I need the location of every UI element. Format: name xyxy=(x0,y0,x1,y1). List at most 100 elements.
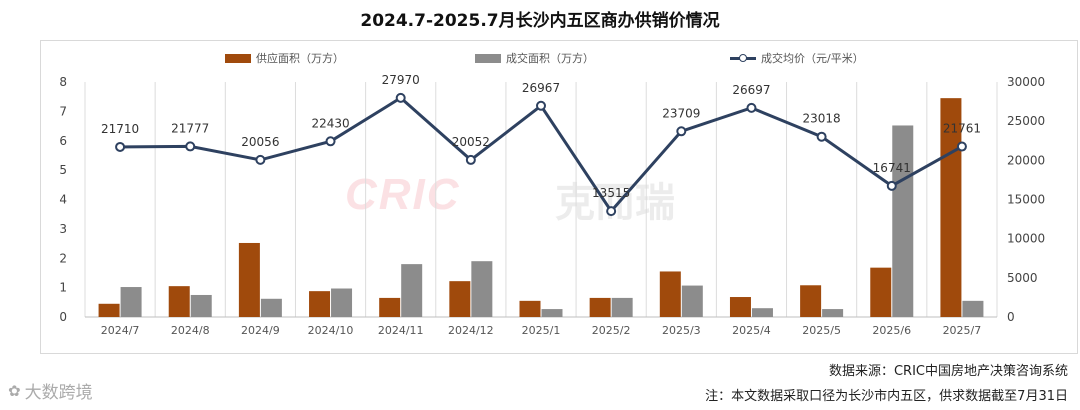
price-point xyxy=(115,141,126,152)
y-left-tick-label: 4 xyxy=(59,193,67,207)
y-left-tick-label: 3 xyxy=(59,222,67,236)
price-point xyxy=(606,206,617,217)
bar-supply xyxy=(589,297,611,317)
bar-deal xyxy=(190,294,212,317)
x-tick-label: 2024/8 xyxy=(171,324,210,337)
price-data-label: 21777 xyxy=(171,121,209,135)
x-tick-label: 2025/3 xyxy=(662,324,701,337)
price-point xyxy=(746,102,757,113)
y-left-tick-label: 5 xyxy=(59,163,67,177)
bar-supply xyxy=(729,297,751,317)
legend: 供应面积（万方） 成交面积（万方） 成交均价（元/平米） xyxy=(0,50,1080,68)
legend-swatch-deal xyxy=(475,53,501,63)
price-data-label: 23018 xyxy=(803,112,841,126)
x-tick-label: 2024/7 xyxy=(101,324,140,337)
price-point xyxy=(816,131,827,142)
price-data-label: 21710 xyxy=(101,122,139,136)
price-point xyxy=(676,126,687,137)
tick-labels: 0 1 2 3 4 5 6 7 8 0 5000 10000 15000 20000 25000 30000 2… xyxy=(59,73,1045,337)
bar-deal xyxy=(962,300,984,317)
y-right-tick-label: 30000 xyxy=(1007,75,1045,89)
y-left-tick-label: 1 xyxy=(59,281,67,295)
price-point xyxy=(255,154,266,165)
x-tick-label: 2025/7 xyxy=(943,324,982,337)
legend-swatch-supply xyxy=(225,53,251,63)
y-right-tick-label: 20000 xyxy=(1007,153,1045,167)
chart-title: 2024.7-2025.7月长沙内五区商办供销价情况 xyxy=(360,11,720,31)
brand-logo: ✿ 大数跨境 xyxy=(8,378,93,404)
price-point xyxy=(185,141,196,152)
y-right-tick-label: 25000 xyxy=(1007,114,1045,128)
bar-supply xyxy=(238,242,260,317)
brand-text: 大数跨境 xyxy=(24,383,93,403)
x-tick-label: 2025/2 xyxy=(592,324,631,337)
x-tick-label: 2024/12 xyxy=(448,324,494,337)
bar-supply xyxy=(800,285,822,317)
price-data-label: 21761 xyxy=(943,122,981,136)
y-left-tick-label: 0 xyxy=(59,310,67,324)
bar-deal xyxy=(401,264,423,317)
bar-supply xyxy=(379,297,401,317)
bars xyxy=(98,98,984,317)
price-point xyxy=(395,92,406,103)
note-text: 注：本文数据采取口径为长沙市内五区，供求数据截至7月31日 xyxy=(705,389,1068,404)
chart-svg: 0 1 2 3 4 5 6 7 8 0 5000 10000 15000 20000 25000 30000 2… xyxy=(59,73,1045,337)
price-data-label: 13515 xyxy=(592,186,630,200)
bar-deal xyxy=(541,309,563,317)
legend-item-deal: 成交面积（万方） xyxy=(475,50,594,66)
bar-supply xyxy=(870,267,892,317)
bar-supply xyxy=(309,291,331,317)
brand-icon: ✿ xyxy=(8,381,21,400)
x-tick-label: 2024/10 xyxy=(308,324,354,337)
legend-item-supply: 供应面积（万方） xyxy=(225,50,344,66)
bar-deal xyxy=(260,298,282,317)
price-point xyxy=(956,141,967,152)
bar-deal xyxy=(822,309,844,317)
legend-label-deal: 成交面积（万方） xyxy=(506,52,594,65)
price-data-label: 26967 xyxy=(522,81,560,95)
bar-supply xyxy=(519,300,541,317)
bar-deal xyxy=(681,285,703,317)
bar-deal xyxy=(471,261,493,317)
x-tick-label: 2025/1 xyxy=(522,324,561,337)
price-data-label: 20052 xyxy=(452,135,490,149)
x-tick-label: 2024/11 xyxy=(378,324,424,337)
bar-supply xyxy=(940,98,962,317)
legend-item-price: 成交均价（元/平米） xyxy=(730,50,864,66)
y-left-tick-label: 6 xyxy=(59,134,67,148)
bar-deal xyxy=(751,308,773,317)
y-left-tick-label: 2 xyxy=(59,251,67,265)
y-left-tick-label: 7 xyxy=(59,104,67,118)
bar-deal xyxy=(331,288,353,317)
bar-supply xyxy=(168,286,190,317)
legend-label-supply: 供应面积（万方） xyxy=(256,52,344,65)
legend-swatch-price xyxy=(730,53,756,63)
price-point xyxy=(325,136,336,147)
bar-deal xyxy=(120,287,142,317)
bar-supply xyxy=(449,281,471,317)
y-left-tick-label: 8 xyxy=(59,75,67,89)
y-right-tick-label: 5000 xyxy=(1007,271,1038,285)
price-point xyxy=(536,100,546,111)
x-tick-label: 2025/5 xyxy=(802,324,841,337)
watermark-cric: CRIC xyxy=(345,170,461,219)
chart-frame xyxy=(40,40,1078,354)
price-data-label: 23709 xyxy=(662,106,700,120)
price-data-label: 27970 xyxy=(382,73,420,87)
x-tick-label: 2025/6 xyxy=(872,324,911,337)
price-point xyxy=(886,180,897,191)
price-point xyxy=(465,154,476,165)
y-right-tick-label: 0 xyxy=(1007,310,1015,324)
price-data-label: 22430 xyxy=(311,116,349,130)
grid-lines xyxy=(84,82,998,318)
y-right-tick-label: 15000 xyxy=(1007,193,1045,207)
bar-supply xyxy=(98,303,120,317)
bar-supply xyxy=(659,271,681,317)
price-line xyxy=(115,92,967,217)
price-data-label: 16741 xyxy=(873,161,911,175)
x-tick-label: 2025/4 xyxy=(732,324,771,337)
price-data-label: 20056 xyxy=(241,135,279,149)
bar-deal xyxy=(611,297,633,317)
y-right-tick-label: 10000 xyxy=(1007,232,1045,246)
x-tick-label: 2024/9 xyxy=(241,324,280,337)
